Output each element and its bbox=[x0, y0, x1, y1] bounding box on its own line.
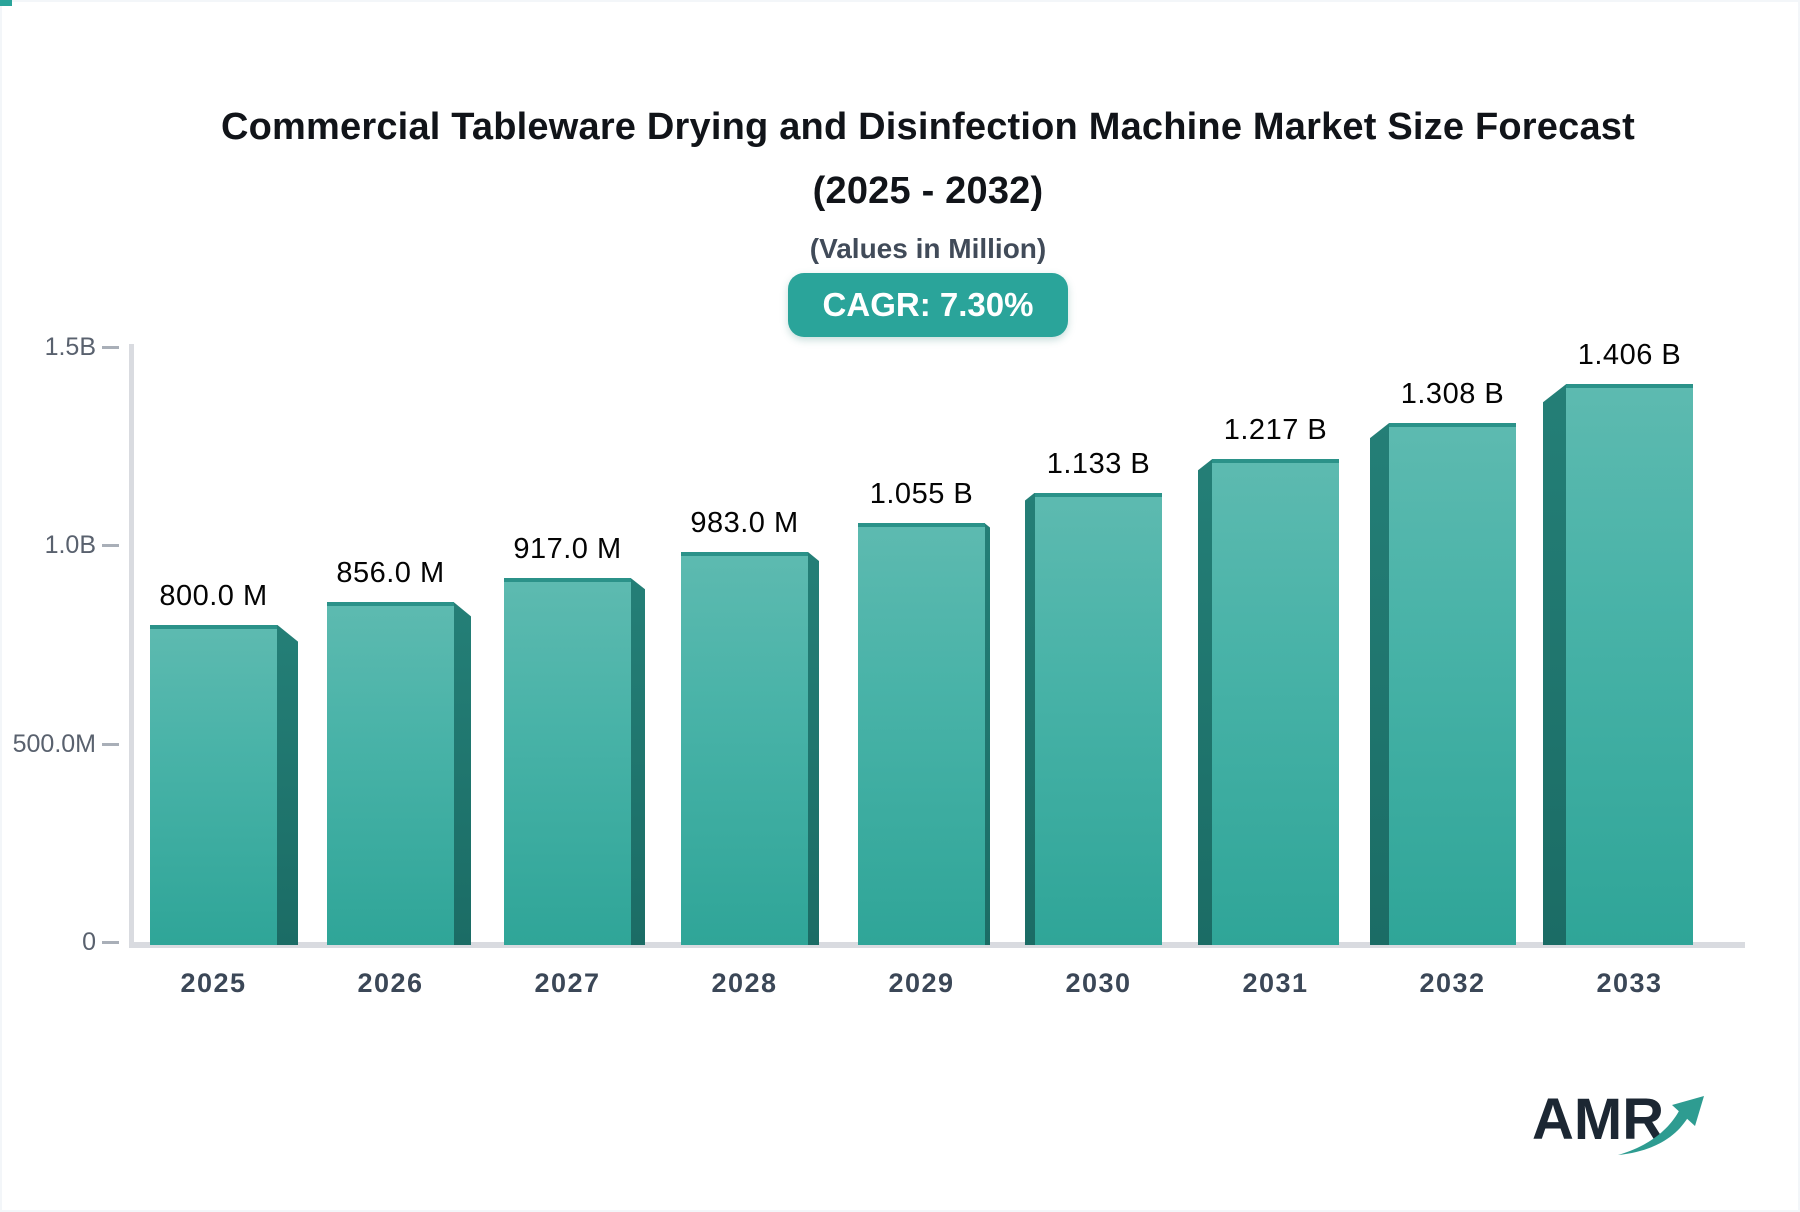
x-tick-label: 2030 bbox=[1065, 968, 1132, 998]
bar-value-label: 1.133 B bbox=[1046, 447, 1151, 480]
x-tick-label: 2027 bbox=[534, 968, 601, 998]
bar-value-label: 1.055 B bbox=[869, 478, 974, 511]
bar-value-label: 1.406 B bbox=[1577, 339, 1682, 372]
y-tick-dash bbox=[102, 544, 119, 548]
bar-side-face bbox=[1025, 492, 1035, 945]
chart-title-line1: Commercial Tableware Drying and Disinfec… bbox=[221, 106, 1635, 148]
corner-accent-mark bbox=[0, 0, 12, 6]
bar-side-face bbox=[631, 578, 645, 945]
bar-side-face bbox=[985, 523, 990, 945]
bar bbox=[1212, 459, 1339, 945]
x-tick-label: 2028 bbox=[711, 968, 778, 998]
bar bbox=[858, 523, 985, 945]
x-tick-label: 2032 bbox=[1419, 968, 1486, 998]
y-axis-line bbox=[129, 344, 134, 948]
chart-title-line2: (2025 - 2032) bbox=[812, 170, 1044, 212]
growth-arrow-icon bbox=[1618, 1096, 1704, 1155]
cagr-badge: CAGR: 7.30% bbox=[787, 273, 1069, 337]
y-tick-dash bbox=[102, 742, 119, 746]
x-tick-label: 2026 bbox=[357, 968, 424, 998]
bar bbox=[1389, 423, 1516, 945]
bar-value-label: 1.308 B bbox=[1400, 378, 1505, 411]
bar-side-face bbox=[808, 552, 819, 945]
bar-side-face bbox=[1370, 423, 1389, 945]
bar-value-label: 1.217 B bbox=[1223, 414, 1328, 447]
y-tick-label: 1.0B bbox=[44, 531, 96, 560]
y-tick-dash bbox=[102, 345, 119, 349]
x-tick-label: 2031 bbox=[1242, 968, 1309, 998]
bar bbox=[1566, 384, 1693, 945]
bar-value-label: 983.0 M bbox=[690, 507, 799, 540]
bar bbox=[150, 624, 277, 945]
y-tick-label: 500.0M bbox=[12, 729, 96, 758]
x-tick-label: 2025 bbox=[180, 968, 247, 998]
bar-value-label: 856.0 M bbox=[336, 557, 445, 590]
bar-side-face bbox=[1198, 459, 1212, 945]
x-axis-baseline bbox=[129, 942, 1745, 948]
chart-heading: Commercial Tableware Drying and Disinfec… bbox=[56, 103, 1800, 337]
y-tick-label: 1.5B bbox=[44, 332, 96, 361]
y-tick-dash bbox=[102, 941, 119, 944]
chart-subtitle: (Values in Million) bbox=[809, 233, 1047, 264]
x-tick-label: 2033 bbox=[1596, 968, 1663, 998]
y-tick-label: 0 bbox=[82, 928, 96, 956]
bar bbox=[327, 602, 454, 945]
bar-side-face bbox=[454, 602, 471, 945]
bar bbox=[1035, 492, 1162, 945]
bar-value-label: 800.0 M bbox=[159, 579, 268, 612]
amr-logo: AMR bbox=[1532, 1086, 1732, 1166]
amr-logo-text: AMR bbox=[1532, 1087, 1665, 1152]
bar-side-face bbox=[277, 624, 298, 945]
x-tick-label: 2029 bbox=[888, 968, 955, 998]
bar bbox=[681, 552, 808, 945]
bar-side-face bbox=[1543, 384, 1566, 945]
bar-value-label: 917.0 M bbox=[513, 533, 622, 566]
bar bbox=[504, 578, 631, 945]
